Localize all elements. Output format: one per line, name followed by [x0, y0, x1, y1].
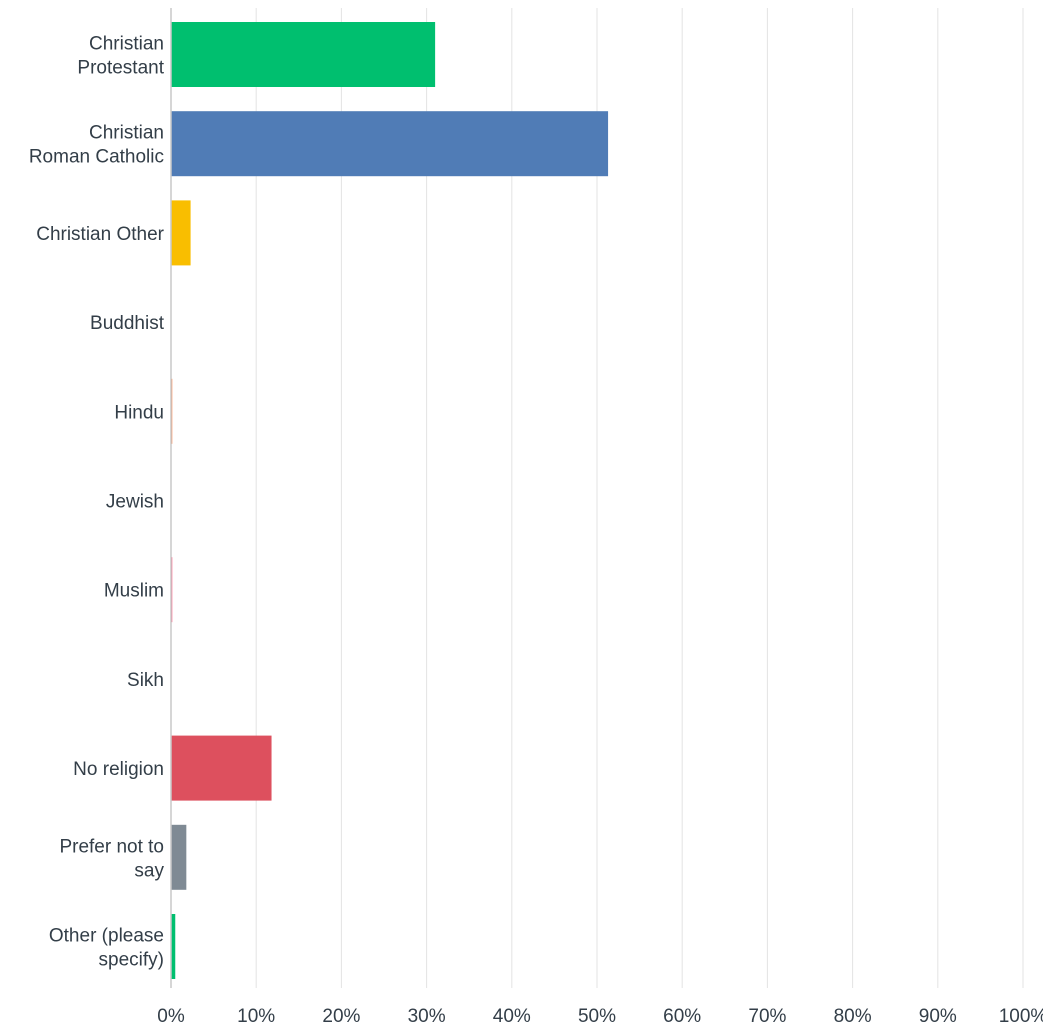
category-label: Christian	[89, 34, 164, 55]
x-tick-label: 60%	[663, 1006, 701, 1027]
x-tick-labels: 0% 10% 20% 30% 40% 50% 60% 70% 80% 90% 100%	[157, 1006, 1043, 1027]
category-label: Other (please	[49, 926, 164, 947]
category-label: Sikh	[127, 670, 164, 691]
category-label: Christian	[89, 123, 164, 144]
category-label: specify)	[99, 950, 164, 971]
bar	[171, 111, 609, 177]
bar	[171, 200, 191, 266]
category-label: Christian Other	[36, 224, 164, 245]
category-label: Roman Catholic	[29, 147, 164, 168]
bar	[171, 824, 187, 890]
category-label: Muslim	[104, 581, 164, 602]
bar	[171, 914, 176, 979]
x-tick-label: 40%	[493, 1006, 531, 1027]
x-tick-label: 100%	[999, 1006, 1043, 1027]
category-label: say	[134, 860, 164, 881]
category-label: Jewish	[106, 492, 164, 513]
x-tick-label: 70%	[748, 1006, 786, 1027]
x-tick-label: 10%	[237, 1006, 275, 1027]
bar	[171, 735, 272, 801]
category-label: Protestant	[77, 58, 164, 79]
category-label: No religion	[73, 759, 164, 780]
category-label: Buddhist	[90, 313, 165, 334]
x-tick-label: 50%	[578, 1006, 616, 1027]
x-tick-label: 0%	[157, 1006, 185, 1027]
x-tick-label: 80%	[834, 1006, 872, 1027]
x-tick-label: 90%	[919, 1006, 957, 1027]
bars	[171, 22, 609, 979]
category-label: Prefer not to	[59, 836, 164, 857]
category-labels: Christian Protestant Christian Roman Cathol…	[29, 34, 165, 971]
category-label: Hindu	[114, 402, 164, 423]
x-tick-label: 30%	[408, 1006, 446, 1027]
bar	[171, 22, 436, 87]
x-tick-label: 20%	[322, 1006, 360, 1027]
